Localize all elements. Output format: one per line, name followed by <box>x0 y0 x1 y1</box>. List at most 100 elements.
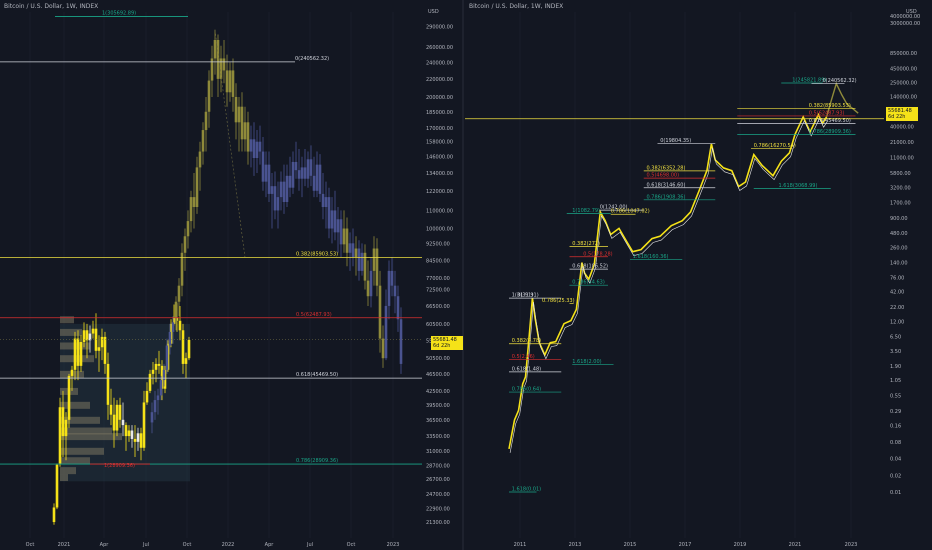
left-candle-body <box>130 430 134 439</box>
left-volume-profile-bar <box>60 447 104 455</box>
left-candle-body <box>369 270 373 297</box>
right-fib-label: 0.382(6352.28) <box>647 165 686 171</box>
right-y-tick: 3200.00 <box>890 185 911 191</box>
right-y-tick: 0.16 <box>890 423 901 429</box>
right-pane-title: Bitcoin / U.S. Dollar, 1W, INDEX <box>469 3 564 10</box>
left-candle-body <box>148 373 152 391</box>
left-candle-body <box>348 243 352 253</box>
left-candle-body <box>396 296 400 320</box>
left-candle-body <box>210 58 214 81</box>
right-y-tick: 11000.00 <box>890 156 914 162</box>
right-fib-label: 1(31.91) <box>512 293 533 299</box>
left-x-tick: Oct <box>26 542 35 548</box>
left-candle-body <box>153 400 157 413</box>
left-candle-body <box>357 248 361 271</box>
left-candle-body <box>100 336 104 348</box>
left-candle-body <box>303 167 307 179</box>
left-candle-body <box>381 338 385 359</box>
left-y-tick: 122000.00 <box>426 189 453 195</box>
left-candle-body <box>318 164 322 194</box>
left-candle-body <box>249 139 253 152</box>
left-x-tick: 2021 <box>58 542 71 548</box>
left-candle-body <box>186 221 190 237</box>
left-fib-label: 0(240562.32) <box>295 56 329 62</box>
left-candle-body <box>61 407 65 437</box>
left-candle-body <box>85 330 89 341</box>
left-candle-body <box>234 96 238 123</box>
right-fib-label: 1.618(3068.99) <box>779 183 818 189</box>
left-y-tick: 39500.00 <box>426 403 450 409</box>
right-fib-label: 0.618(106.52) <box>572 264 608 270</box>
left-y-tick: 36500.00 <box>426 418 450 424</box>
right-y-tick: 76.00 <box>890 275 904 281</box>
left-candle-body <box>372 248 376 271</box>
left-candle-body <box>393 285 397 297</box>
right-y-unit: USD <box>906 9 917 15</box>
right-x-tick: 2013 <box>569 542 582 548</box>
left-candle-body <box>288 175 292 188</box>
right-fib-label: 0.618(3146.60) <box>647 182 686 188</box>
left-candle-body <box>306 159 310 179</box>
left-volume-profile-bar <box>60 401 90 409</box>
right-fib-label: 0.786(16270.54) <box>754 143 796 149</box>
right-y-tick: 0.01 <box>890 490 901 496</box>
right-y-tick: 6.50 <box>890 334 901 340</box>
left-y-tick: 26700.00 <box>426 477 450 483</box>
left-candle-body <box>79 341 83 366</box>
right-fib-label: 0.786(0.64) <box>512 387 541 393</box>
left-fib-label: 0.786(28909.36) <box>296 458 338 464</box>
left-y-tick: 170000.00 <box>426 126 453 132</box>
right-x-tick: 2021 <box>789 542 802 548</box>
right-y-tick: 0.29 <box>890 409 901 415</box>
left-candle-body <box>351 243 355 258</box>
right-y-tick: 1.05 <box>890 378 901 384</box>
left-candle-body <box>88 333 92 341</box>
left-fib-label: 1(28909.36) <box>104 463 135 469</box>
left-y-tick: 185000.00 <box>426 110 453 116</box>
left-candle-body <box>285 175 289 202</box>
left-candle-body <box>184 358 188 364</box>
right-fib-label: 0.5(2.46) <box>512 354 535 360</box>
left-candle-body <box>315 164 319 191</box>
left-fib-label: 0.5(62487.93) <box>296 312 332 318</box>
left-candle-body <box>151 369 155 374</box>
left-candle-body <box>333 210 337 233</box>
left-candle-body <box>252 139 256 158</box>
left-candle-body <box>384 305 388 359</box>
right-y-tick: 250000.00 <box>890 81 917 87</box>
right-fib-label: 0.5(62487.93) <box>809 110 845 116</box>
right-y-tick: 850000.00 <box>890 51 917 57</box>
right-y-tick: 0.08 <box>890 440 901 446</box>
right-fib-label: 0.382(85903.53) <box>809 103 851 109</box>
right-fib-label: 0.786(54.63) <box>572 280 605 286</box>
right-y-tick: 5800.00 <box>890 171 911 177</box>
left-candle-body <box>157 363 161 366</box>
left-fib-label: 0.382(85903.53) <box>296 251 338 257</box>
right-y-tick: 0.55 <box>890 394 901 400</box>
left-volume-profile-bar <box>60 474 68 482</box>
left-volume-profile-bar <box>60 316 74 324</box>
left-y-tick: 72500.00 <box>426 288 450 294</box>
left-candle-body <box>324 197 328 208</box>
left-candle-body <box>342 228 346 245</box>
right-y-tick: 21000.00 <box>890 140 914 146</box>
left-candle-body <box>297 170 301 179</box>
left-volume-profile-bar <box>60 457 90 465</box>
left-candle-body <box>115 404 119 431</box>
left-candle-body <box>225 70 229 93</box>
left-last-price-tag: 55681.48 6d 22h <box>431 336 463 350</box>
left-candle-body <box>171 322 175 332</box>
left-candle-body <box>55 464 59 508</box>
left-candle-body <box>366 280 370 297</box>
left-y-tick: 31000.00 <box>426 449 450 455</box>
left-y-tick: 100000.00 <box>426 227 453 233</box>
left-candle-body <box>354 248 358 258</box>
left-candle-body <box>198 151 202 168</box>
left-y-tick: 110000.00 <box>426 208 453 214</box>
left-candle-body <box>204 111 208 131</box>
right-last-price-tag: 55681.48 6d 22h <box>886 107 918 121</box>
right-x-tick: 2023 <box>845 542 858 548</box>
left-candle-body <box>91 328 95 334</box>
